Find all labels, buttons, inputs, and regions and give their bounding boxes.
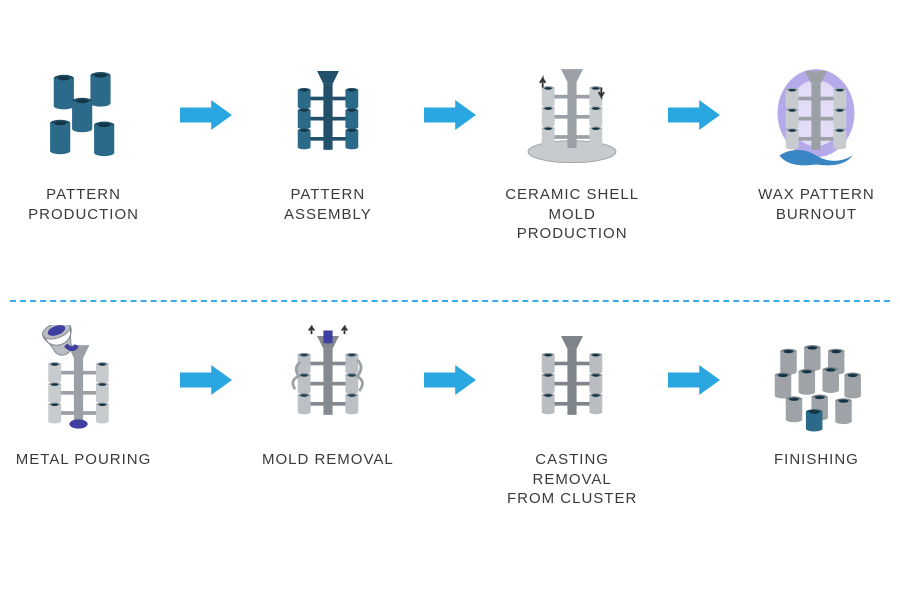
step-label: CASTING REMOVAL FROM CLUSTER xyxy=(497,450,647,509)
step-pattern-production: PATTERN PRODUCTION xyxy=(9,55,159,224)
step-casting-removal: CASTING REMOVAL FROM CLUSTER xyxy=(497,320,647,509)
step-label: FINISHING xyxy=(774,450,859,470)
process-row-2: METAL POURING xyxy=(0,320,900,509)
row-divider xyxy=(10,300,890,302)
step-metal-pouring: METAL POURING xyxy=(9,320,159,470)
step-pattern-assembly: PATTERN ASSEMBLY xyxy=(253,55,403,224)
step-finishing: FINISHING xyxy=(741,320,891,470)
arrow-icon xyxy=(176,55,236,175)
pattern-production-icon xyxy=(24,55,144,175)
mold-removal-icon xyxy=(268,320,388,440)
arrow-icon xyxy=(664,320,724,440)
step-label: METAL POURING xyxy=(16,450,152,470)
finishing-icon xyxy=(756,320,876,440)
step-label: PATTERN PRODUCTION xyxy=(28,185,139,224)
metal-pouring-icon xyxy=(24,320,144,440)
step-label: PATTERN ASSEMBLY xyxy=(284,185,372,224)
step-mold-removal: MOLD REMOVAL xyxy=(253,320,403,470)
pattern-assembly-icon xyxy=(268,55,388,175)
casting-removal-icon xyxy=(512,320,632,440)
step-ceramic-shell: CERAMIC SHELL MOLD PRODUCTION xyxy=(497,55,647,244)
step-label: WAX PATTERN BURNOUT xyxy=(758,185,875,224)
ceramic-shell-icon xyxy=(512,55,632,175)
process-diagram: PATTERN PRODUCTION xyxy=(0,0,900,600)
arrow-icon xyxy=(176,320,236,440)
arrow-icon xyxy=(420,320,480,440)
step-wax-burnout: WAX PATTERN BURNOUT xyxy=(741,55,891,224)
step-label: MOLD REMOVAL xyxy=(262,450,394,470)
process-row-1: PATTERN PRODUCTION xyxy=(0,55,900,244)
step-label: CERAMIC SHELL MOLD PRODUCTION xyxy=(505,185,639,244)
arrow-icon xyxy=(420,55,480,175)
arrow-icon xyxy=(664,55,724,175)
wax-burnout-icon xyxy=(756,55,876,175)
